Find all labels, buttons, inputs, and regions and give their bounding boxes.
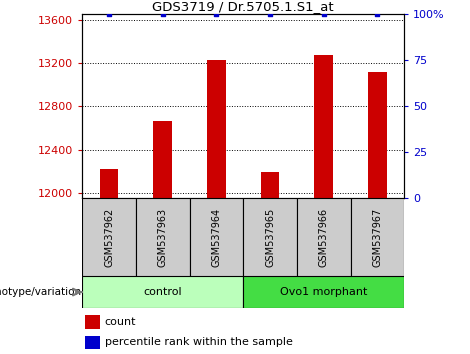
Bar: [351, 198, 404, 276]
Bar: [86, 315, 100, 329]
Point: [374, 11, 381, 17]
Text: control: control: [143, 287, 182, 297]
Text: percentile rank within the sample: percentile rank within the sample: [105, 337, 293, 348]
Text: GSM537962: GSM537962: [104, 207, 114, 267]
Text: Ovo1 morphant: Ovo1 morphant: [280, 287, 368, 297]
Text: GSM537965: GSM537965: [265, 207, 275, 267]
Bar: [243, 276, 404, 308]
Text: genotype/variation: genotype/variation: [0, 287, 81, 297]
Point: [320, 11, 328, 17]
Point: [266, 11, 274, 17]
Bar: [100, 169, 118, 198]
Bar: [86, 336, 100, 349]
Text: GSM537963: GSM537963: [158, 207, 168, 267]
Point: [159, 11, 166, 17]
Text: GSM537966: GSM537966: [319, 207, 329, 267]
Text: count: count: [105, 317, 136, 327]
Bar: [368, 72, 387, 198]
Bar: [314, 55, 333, 198]
Text: GSM537964: GSM537964: [212, 207, 221, 267]
Bar: [189, 198, 243, 276]
Title: GDS3719 / Dr.5705.1.S1_at: GDS3719 / Dr.5705.1.S1_at: [152, 0, 334, 13]
Point: [212, 11, 220, 17]
Bar: [243, 198, 297, 276]
Point: [105, 11, 113, 17]
Bar: [153, 121, 172, 198]
Bar: [207, 59, 226, 198]
Bar: [261, 172, 280, 198]
Bar: [297, 198, 351, 276]
Bar: [82, 276, 243, 308]
Bar: [82, 198, 136, 276]
Bar: [136, 198, 189, 276]
Text: GSM537967: GSM537967: [372, 207, 383, 267]
